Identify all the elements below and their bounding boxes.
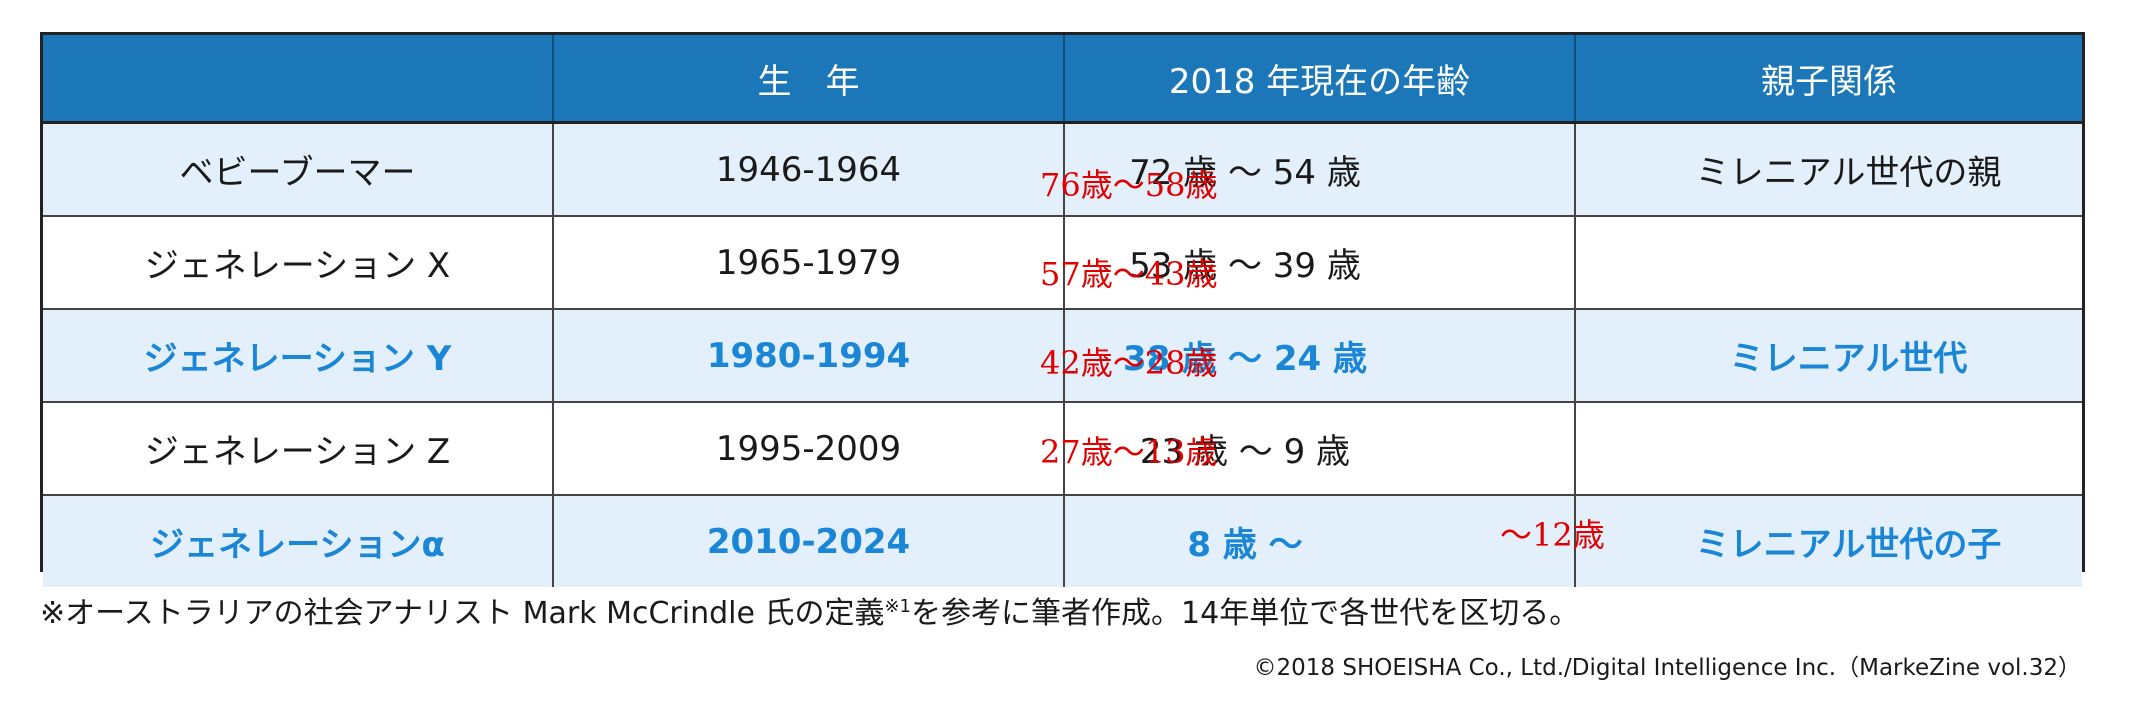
table-row-gen-z: ジェネレーション Z 1995-2009 23 歳 〜 9 歳 bbox=[43, 402, 2082, 496]
relation: ミレニアル世代の親 bbox=[1575, 122, 2082, 217]
birth-years: 2010-2024 bbox=[553, 495, 1065, 587]
age-range: 53 歳 〜 39 歳 bbox=[1064, 216, 1576, 310]
birth-years: 1965-1979 bbox=[553, 216, 1065, 310]
generation-name: ジェネレーション Y bbox=[43, 309, 554, 403]
footnote-text-before: ※オーストラリアの社会アナリスト Mark McCrindle 氏の定義 bbox=[40, 596, 885, 631]
red-age-annotation-gen-x: 57歳〜43歳 bbox=[1040, 255, 1218, 293]
birth-years: 1980-1994 bbox=[553, 309, 1065, 403]
red-age-annotation-gen-y: 42歳〜28歳 bbox=[1040, 344, 1218, 382]
generation-name: ジェネレーションα bbox=[43, 495, 554, 587]
header-relation: 親子関係 bbox=[1575, 35, 2082, 124]
generations-table: 生 年 2018 年現在の年齢 親子関係 ベビーブーマー 1946-1964 7… bbox=[43, 35, 2082, 587]
relation: ミレニアル世代 bbox=[1575, 309, 2082, 403]
header-generation bbox=[43, 35, 554, 124]
footnote-reference: ※1 bbox=[884, 596, 912, 617]
footnote-text-after: を参考に筆者作成。14年単位で各世代を区切る。 bbox=[911, 596, 1580, 631]
red-age-annotation-baby-boomer: 76歳〜58歳 bbox=[1040, 166, 1218, 204]
relation bbox=[1575, 216, 2082, 310]
generations-table-container: 生 年 2018 年現在の年齢 親子関係 ベビーブーマー 1946-1964 7… bbox=[40, 32, 2085, 587]
relation bbox=[1575, 402, 2082, 496]
header-birth-year: 生 年 bbox=[553, 35, 1065, 124]
table-header-row: 生 年 2018 年現在の年齢 親子関係 bbox=[43, 35, 2082, 124]
birth-years: 1995-2009 bbox=[553, 402, 1065, 496]
age-range: 38 歳 〜 24 歳 bbox=[1064, 309, 1576, 403]
red-age-annotation-gen-alpha: 〜12歳 bbox=[1500, 516, 1605, 554]
generation-name: ジェネレーション X bbox=[43, 216, 554, 310]
age-range: 72 歳 〜 54 歳 bbox=[1064, 122, 1576, 217]
generation-name: ベビーブーマー bbox=[43, 122, 554, 217]
relation: ミレニアル世代の子 bbox=[1575, 495, 2082, 587]
table-row-gen-alpha: ジェネレーションα 2010-2024 8 歳 〜 ミレニアル世代の子 bbox=[43, 495, 2082, 587]
birth-years: 1946-1964 bbox=[553, 122, 1065, 217]
age-range: 23 歳 〜 9 歳 bbox=[1064, 402, 1576, 496]
copyright: ©2018 SHOEISHA Co., Ltd./Digital Intelli… bbox=[1253, 655, 2081, 681]
table-row-baby-boomer: ベビーブーマー 1946-1964 72 歳 〜 54 歳 ミレニアル世代の親 bbox=[43, 122, 2082, 217]
header-age-2018: 2018 年現在の年齢 bbox=[1064, 35, 1576, 124]
table-row-gen-y: ジェネレーション Y 1980-1994 38 歳 〜 24 歳 ミレニアル世代 bbox=[43, 309, 2082, 403]
table-row-gen-x: ジェネレーション X 1965-1979 53 歳 〜 39 歳 bbox=[43, 216, 2082, 310]
footnote: ※オーストラリアの社会アナリスト Mark McCrindle 氏の定義※1を参… bbox=[40, 588, 1579, 632]
age-range: 8 歳 〜 bbox=[1064, 495, 1576, 587]
red-age-annotation-gen-z: 27歳〜13歳 bbox=[1040, 433, 1218, 471]
generation-name: ジェネレーション Z bbox=[43, 402, 554, 496]
